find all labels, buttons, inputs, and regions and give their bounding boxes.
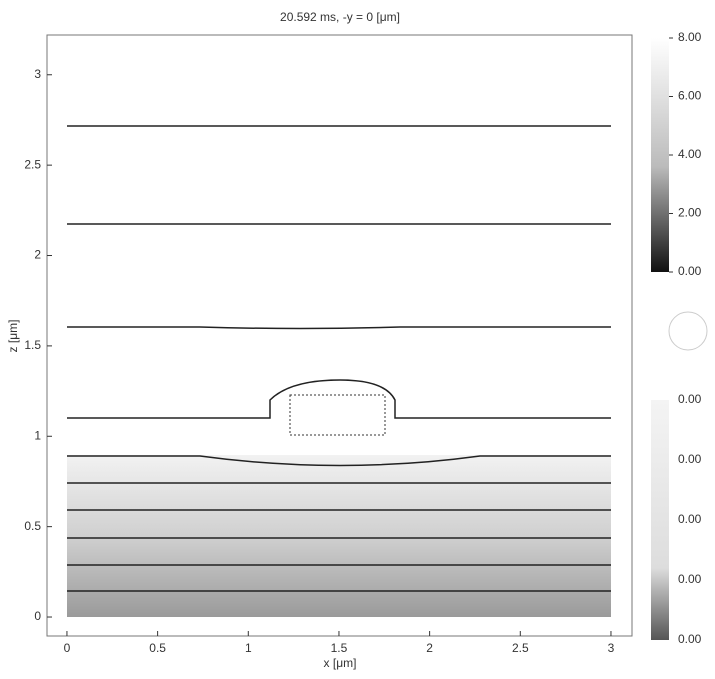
chart-title: 20.592 ms, -y = 0 [μm] (280, 10, 400, 24)
y-axis-label: z [μm] (6, 320, 20, 353)
colorbar-tick-label: 0.00 (678, 632, 702, 646)
colorbar-tick-label: 4.00 (678, 147, 702, 161)
x-tick-label: 1 (245, 641, 252, 655)
substrate (67, 455, 611, 617)
colorbar-bottom (651, 400, 669, 640)
axis-indicator (668, 311, 708, 351)
colorbar-tick-label: 0.00 (678, 452, 702, 466)
y-tick-label: 0 (34, 609, 41, 623)
x-tick-label: 3 (608, 641, 615, 655)
y-tick-label: 2 (34, 248, 41, 262)
x-tick-label: 2.5 (512, 641, 529, 655)
x-tick-label: 1.5 (331, 641, 348, 655)
x-tick-label: 2 (426, 641, 433, 655)
colorbar-tick-label: 8.00 (678, 30, 702, 44)
colorbar-tick-label: 0.00 (678, 512, 702, 526)
x-tick-label: 0 (64, 641, 71, 655)
x-axis-label: x [μm] (324, 656, 357, 670)
colorbar-tick-label: 0.00 (678, 392, 702, 406)
colorbar-tick-label: 0.00 (678, 572, 702, 586)
colorbar-top (651, 38, 669, 272)
y-tick-label: 3 (34, 67, 41, 81)
y-tick-label: 1.5 (24, 338, 41, 352)
particle (289, 394, 386, 436)
y-tick-label: 0.5 (24, 519, 41, 533)
colorbar-tick-label: 2.00 (678, 206, 702, 220)
colorbar-tick-label: 0.00 (678, 264, 702, 278)
y-tick-label: 2.5 (24, 157, 41, 171)
y-tick-label: 1 (34, 428, 41, 442)
colorbar-tick-label: 6.00 (678, 89, 702, 103)
x-tick-label: 0.5 (149, 641, 166, 655)
contours (67, 125, 611, 592)
